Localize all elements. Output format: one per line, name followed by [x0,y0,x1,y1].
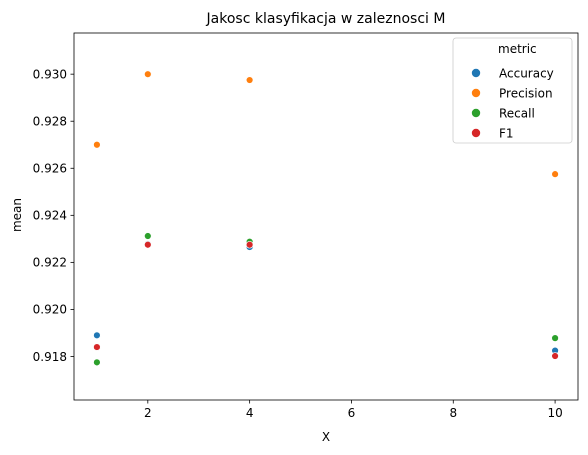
legend-label: F1 [499,126,514,140]
data-point-f1 [144,241,152,249]
series-recall [93,232,559,367]
data-point-f1 [551,352,559,360]
legend-marker [471,88,481,98]
legend-marker [471,108,481,118]
legend-title: metric [498,42,537,56]
legend-label: Recall [499,106,535,120]
data-point-recall [551,334,559,342]
data-point-precision [144,70,152,78]
x-tick-label: 10 [547,406,562,420]
data-point-recall [144,232,152,240]
x-axis-title: X [322,430,330,444]
chart-title: Jakosc klasyfikacja w zaleznosci M [206,11,446,27]
series-f1 [93,241,559,360]
data-point-accuracy [93,331,101,340]
data-point-f1 [93,343,101,351]
series-accuracy [93,240,559,355]
y-tick-label: 0.926 [33,162,67,176]
y-tick-label: 0.924 [33,209,67,223]
y-axis: 0.918 0.920 0.922 0.924 0.926 0.928 0.930 [33,67,74,364]
data-point-recall [93,358,101,367]
y-tick-label: 0.918 [33,350,67,364]
y-tick-label: 0.922 [33,256,67,270]
plot-area [73,32,579,401]
x-tick-label: 6 [348,406,356,420]
data-point-precision [93,141,101,149]
legend-label: Accuracy [499,66,554,80]
legend-box [452,37,573,144]
x-axis: 2 4 6 8 10 [144,400,563,420]
y-tick-label: 0.920 [33,303,67,317]
data-point-precision [551,170,559,178]
x-tick-label: 4 [246,406,254,420]
y-tick-label: 0.930 [33,67,67,81]
data-point-f1 [245,241,254,249]
legend-marker [471,68,481,78]
y-tick-label: 0.928 [33,115,67,129]
x-tick-label: 8 [449,406,457,420]
y-axis-title: mean [10,198,24,232]
legend-label: Precision [499,86,553,100]
series-precision [93,70,559,178]
x-tick-label: 2 [144,406,152,420]
plot-frame [73,32,579,401]
data-point-precision [245,76,254,84]
legend-marker [471,128,481,138]
legend: metric Accuracy Precision Recall F1 [452,37,573,144]
